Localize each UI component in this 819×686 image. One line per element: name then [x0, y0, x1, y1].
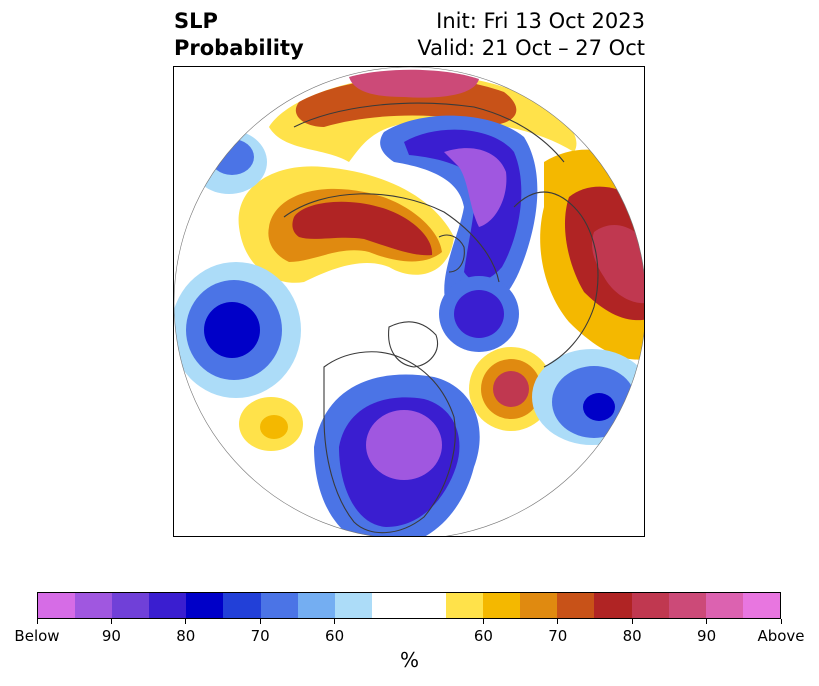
colorbar-segment	[705, 593, 743, 618]
colorbar-segment	[75, 593, 113, 618]
colorbar-segment	[334, 593, 372, 618]
colorbar-tick	[334, 619, 336, 624]
colorbar-tick	[36, 619, 38, 624]
map-dates: Init: Fri 13 Oct 2023 Valid: 21 Oct – 27…	[417, 8, 645, 62]
colorbar-segment	[742, 593, 780, 618]
colorbar	[37, 592, 781, 619]
colorbar-tick	[780, 619, 782, 624]
colorbar-segment	[112, 593, 150, 618]
probability-field	[174, 67, 644, 536]
valid-range: Valid: 21 Oct – 27 Oct	[417, 36, 645, 60]
colorbar-tick-label: 70	[548, 627, 568, 645]
below-anomaly-north-america-core	[366, 410, 442, 480]
map-title: SLP Probability	[174, 8, 304, 62]
above-anomaly-europe-peak	[592, 224, 644, 304]
below-anomaly-greenland-core	[454, 290, 504, 338]
colorbar-tick	[706, 619, 708, 624]
colorbar-segment	[446, 593, 484, 618]
colorbar-tick	[482, 619, 484, 624]
polar-map	[173, 66, 645, 537]
above-anomaly-eurasia-peak	[349, 69, 479, 98]
colorbar-segment	[149, 593, 187, 618]
colorbar-segment	[668, 593, 706, 618]
colorbar-tick	[110, 619, 112, 624]
below-anomaly-north-pacific-core	[204, 302, 260, 358]
colorbar-tick	[631, 619, 633, 624]
colorbar-tick-label: 80	[176, 627, 196, 645]
colorbar-tick	[259, 619, 261, 624]
colorbar-segment	[260, 593, 298, 618]
colorbar-segment	[223, 593, 261, 618]
colorbar-segment	[631, 593, 669, 618]
title-type: Probability	[174, 36, 304, 60]
colorbar-tick-label: 80	[622, 627, 642, 645]
colorbar-segment	[186, 593, 224, 618]
above-anomaly-siberia-core	[292, 201, 433, 256]
init-date: Init: Fri 13 Oct 2023	[436, 9, 645, 33]
title-variable: SLP	[174, 9, 218, 33]
colorbar-segment	[371, 593, 409, 618]
below-anomaly-arctic-peak	[444, 148, 507, 227]
below-anomaly-east-atlantic-core	[583, 393, 615, 421]
colorbar-ticks: Below 90 80 70 60 60 70 80 90 Above	[14, 619, 805, 649]
colorbar-segment	[557, 593, 595, 618]
colorbar-tick-label: 60	[473, 627, 493, 645]
colorbar-segment	[408, 593, 447, 618]
colorbar-segment	[594, 593, 632, 618]
colorbar-tick-label: Below	[14, 627, 60, 645]
colorbar-segment	[38, 593, 76, 618]
colorbar-segment	[520, 593, 558, 618]
colorbar-segment	[297, 593, 335, 618]
colorbar-tick-label: 90	[697, 627, 717, 645]
colorbar-tick-label: 60	[325, 627, 345, 645]
colorbar-tick-label: Above	[757, 627, 805, 645]
above-anomaly-atlantic-core	[493, 371, 529, 407]
below-anomaly-kamchatka-core	[210, 139, 254, 175]
colorbar-unit-label: %	[399, 648, 419, 672]
colorbar-tick	[185, 619, 187, 624]
colorbar-tick-label: 70	[250, 627, 270, 645]
colorbar-tick	[557, 619, 559, 624]
colorbar-tick-label: 90	[101, 627, 121, 645]
above-anomaly-pacific-core	[260, 415, 288, 439]
colorbar-segment	[483, 593, 521, 618]
